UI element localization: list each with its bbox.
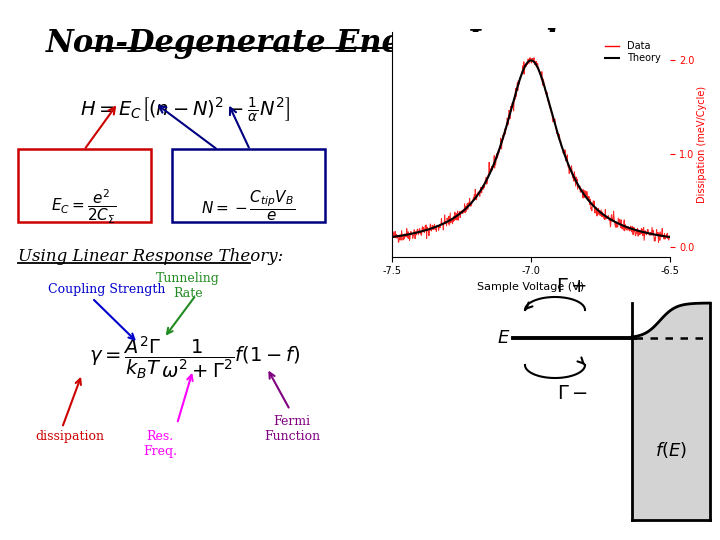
Text: $f(E)$: $f(E)$ <box>655 440 687 460</box>
Text: $H = E_C \left[(n-N)^2 - \frac{1}{\alpha}N^2\right]$: $H = E_C \left[(n-N)^2 - \frac{1}{\alpha… <box>80 95 290 123</box>
Text: Non-Degenerate Energy Levels: Non-Degenerate Energy Levels <box>46 28 575 59</box>
Text: Using Linear Response Theory:: Using Linear Response Theory: <box>18 248 283 265</box>
X-axis label: Sample Voltage (V): Sample Voltage (V) <box>477 282 585 292</box>
Bar <box>18 149 151 222</box>
Y-axis label: Dissipation (meV/Cycle): Dissipation (meV/Cycle) <box>698 86 708 203</box>
Text: dissipation: dissipation <box>35 430 104 443</box>
Legend: Data, Theory: Data, Theory <box>601 37 665 67</box>
Text: $\Gamma -$: $\Gamma -$ <box>557 385 588 403</box>
Text: Res.
Freq.: Res. Freq. <box>143 430 177 458</box>
Text: $\Gamma +$: $\Gamma +$ <box>557 278 588 296</box>
Text: $E_C = \dfrac{e^2}{2C_{\Sigma}}$: $E_C = \dfrac{e^2}{2C_{\Sigma}}$ <box>51 188 117 226</box>
Text: $\gamma = \dfrac{A^2\Gamma}{k_B T} \dfrac{1}{\omega^2+\Gamma^2} f(1-f)$: $\gamma = \dfrac{A^2\Gamma}{k_B T} \dfra… <box>89 335 301 381</box>
Text: Fermi
Function: Fermi Function <box>264 415 320 443</box>
Text: $E$: $E$ <box>497 329 510 347</box>
Text: Coupling Strength: Coupling Strength <box>48 283 166 296</box>
Bar <box>172 149 325 222</box>
Polygon shape <box>632 303 710 520</box>
Text: $N = -\dfrac{C_{tip}V_B}{e}$: $N = -\dfrac{C_{tip}V_B}{e}$ <box>201 188 295 222</box>
Text: Tunneling
Rate: Tunneling Rate <box>156 272 220 300</box>
